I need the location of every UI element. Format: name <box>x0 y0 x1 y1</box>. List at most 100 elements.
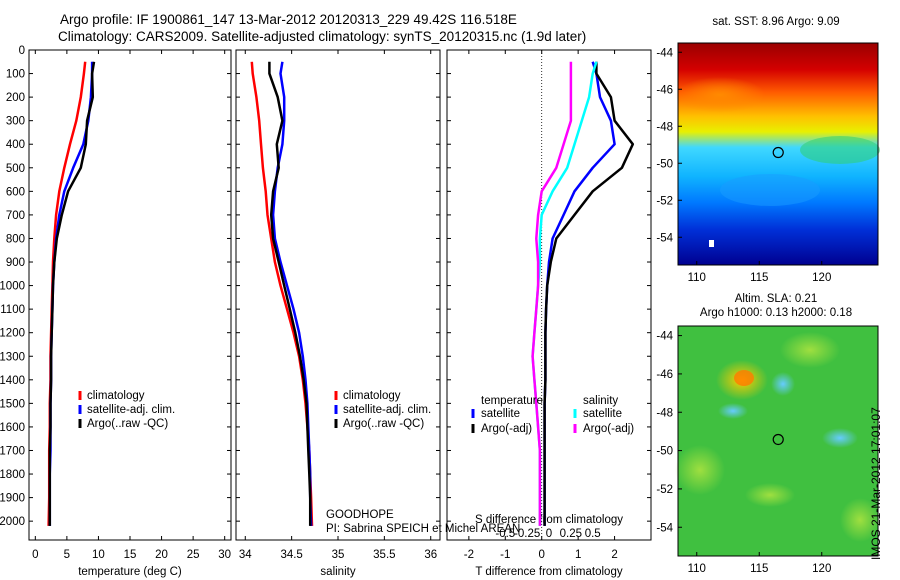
x-tick-label: -2 <box>464 549 474 561</box>
profile-panel-3: -2 -1 0 1 2 T difference from climatology S di… <box>446 49 652 578</box>
map-x-tick-label: 110 <box>688 563 706 575</box>
y-tick-label: 900 <box>6 257 25 269</box>
sst-axes: 110 115 120 -44 -46 -48 -50 -52 -54 <box>656 42 879 284</box>
map-x-tick-label: 110 <box>688 272 706 284</box>
sla-map: 110 115 120 -44 -46 -48 -50 -52 -54 <box>656 325 880 575</box>
sst-land-speck <box>709 240 714 247</box>
x-axis-label-2: S difference from climatology <box>475 514 623 526</box>
sla-anomaly-low-2 <box>771 372 795 396</box>
pi-annotation: PI: Sabrina SPEICH et Michel AREAN <box>326 523 520 535</box>
x-tick-label: 5 <box>64 549 70 561</box>
x-tick-label: 0 <box>32 549 38 561</box>
x-tick-label: 0 <box>539 549 545 561</box>
x-tick-label-2: -0.25 <box>514 528 540 540</box>
series-line <box>268 61 312 526</box>
plot-frame <box>28 49 232 541</box>
map-y-tick-label: -50 <box>656 158 673 170</box>
x-axis-label: temperature (deg C) <box>78 566 182 578</box>
map-x-tick-label: 120 <box>812 272 831 284</box>
x-tick-label-2: 0.25 <box>560 528 582 540</box>
map-y-tick-label: -44 <box>656 331 673 343</box>
x-tick-label: 15 <box>124 549 137 561</box>
map-y-tick-label: -46 <box>656 369 673 381</box>
sst-map-title: sat. SST: 8.96 Argo: 9.09 <box>712 16 839 28</box>
sst-cool-patch <box>720 174 820 206</box>
y-tick-label: 600 <box>6 186 25 198</box>
series-line <box>531 61 573 526</box>
map-y-tick-label: -54 <box>656 522 673 534</box>
map-frame <box>677 42 879 266</box>
series-line <box>48 61 96 526</box>
x-tick-label: 35 <box>332 549 345 561</box>
x-axis-label: T difference from climatology <box>475 566 622 578</box>
y-tick-label: 1900 <box>0 493 25 505</box>
y-tick-label: 400 <box>6 139 25 151</box>
x-tick-label-2: -0.5 <box>495 528 515 540</box>
map-y-tick-label: -46 <box>656 84 673 96</box>
plot-frame <box>235 49 441 541</box>
y-tick-label: 200 <box>6 92 25 104</box>
sst-map: 110 115 120 -44 -46 -48 -50 -52 -54 <box>656 42 880 284</box>
y-tick-label: 1600 <box>0 422 25 434</box>
y-tick-label: 1700 <box>0 445 25 457</box>
x-tick-label-2: 0 <box>546 528 552 540</box>
x-tick-label: 36 <box>424 549 437 561</box>
map-x-tick-label: 120 <box>812 563 831 575</box>
profile-panels: 0100200300400500600700800900100011001200… <box>0 45 652 578</box>
sst-warm-patch <box>675 77 765 113</box>
x-tick-label-2: 0.5 <box>585 528 601 540</box>
x-tick-label: 34 <box>239 549 252 561</box>
y-tick-label: 300 <box>6 116 25 128</box>
map-frame <box>677 325 879 557</box>
legend-label: satellite <box>583 408 622 420</box>
y-tick-label: 1400 <box>0 375 25 387</box>
x-tick-label: 10 <box>92 549 105 561</box>
sla-anomaly-core <box>734 370 754 386</box>
x-tick-label: 35.5 <box>373 549 395 561</box>
project-annotation: GOODHOPE <box>326 509 394 521</box>
argo-position-marker <box>772 433 784 446</box>
legend-label: satellite-adj. clim. <box>87 404 175 416</box>
y-tick-label: 1300 <box>0 351 25 363</box>
series-line <box>543 61 635 526</box>
sla-map-title: Altim. SLA: 0.21 <box>735 293 817 305</box>
legend-label: Argo(-adj) <box>583 423 634 435</box>
sla-anomaly-low-3 <box>822 428 858 448</box>
y-tick-label: 1000 <box>0 281 25 293</box>
figure-title-line-2: Climatology: CARS2009. Satellite-adjuste… <box>58 29 587 44</box>
x-axis-label: salinity <box>320 566 355 578</box>
map-y-tick-label: -52 <box>656 195 673 207</box>
x-tick-label: 34.5 <box>280 549 302 561</box>
legend-label: climatology <box>87 390 145 402</box>
map-y-tick-label: -50 <box>656 446 673 458</box>
profile-panel-1: 0100200300400500600700800900100011001200… <box>0 45 232 578</box>
y-tick-label: 500 <box>6 163 25 175</box>
imos-stamp: IMOS 21-Mar-2012 17:01:07 <box>869 407 883 560</box>
map-x-tick-label: 115 <box>750 563 768 575</box>
sst-green-band <box>800 136 880 164</box>
x-tick-label: -1 <box>500 549 510 561</box>
x-tick-label: 2 <box>611 549 617 561</box>
map-y-tick-label: -48 <box>656 407 673 419</box>
y-tick-label: 1100 <box>0 304 25 316</box>
y-tick-label: 2000 <box>0 516 25 528</box>
sla-anomaly-mid-2 <box>675 445 725 495</box>
map-y-tick-label: -52 <box>656 484 673 496</box>
argo-position-marker <box>772 146 784 159</box>
y-tick-label: 1200 <box>0 328 25 340</box>
y-tick-label: 1500 <box>0 398 25 410</box>
y-tick-label: 700 <box>6 210 25 222</box>
map-y-tick-label: -44 <box>656 47 673 59</box>
map-y-tick-label: -54 <box>656 232 673 244</box>
legend-label: satellite-adj. clim. <box>343 404 431 416</box>
legend-title-salinity: salinity <box>583 395 618 407</box>
y-tick-label: 100 <box>6 69 25 81</box>
sla-map-subtitle: Argo h1000: 0.13 h2000: 0.18 <box>700 307 852 319</box>
map-y-tick-label: -48 <box>656 121 673 133</box>
legend-label: satellite <box>481 408 520 420</box>
map-x-tick-label: 115 <box>750 272 768 284</box>
sla-axes: 110 115 120 -44 -46 -48 -50 -52 -54 <box>656 325 879 575</box>
legend-title-temperature: temperature <box>481 395 543 407</box>
plot-frame <box>446 49 652 541</box>
